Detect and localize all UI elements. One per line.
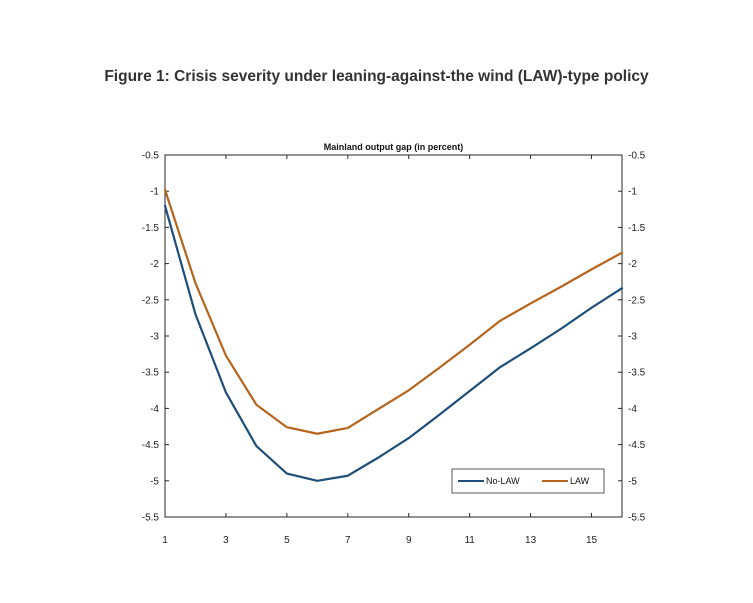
x-tick-label: 5 <box>284 535 290 546</box>
y-tick-label-left: -5 <box>150 476 159 487</box>
y-tick-label-left: -2 <box>150 259 159 270</box>
legend-label-law: LAW <box>570 476 590 486</box>
x-tick-label: 1 <box>162 535 168 546</box>
series-layer <box>163 188 624 482</box>
plot-area <box>164 154 623 518</box>
y-tick-label-left: -5.5 <box>142 513 160 524</box>
y-tick-label-right: -2.5 <box>628 295 646 306</box>
y-tick-label-left: -1.5 <box>142 223 160 234</box>
series-line-no-law <box>163 204 624 482</box>
series-line-law <box>163 188 624 435</box>
y-tick-label-right: -3.5 <box>628 368 646 379</box>
y-tick-label-right: -2 <box>628 259 637 270</box>
legend: No-LAW LAW <box>451 468 605 494</box>
figure-title: Figure 1: Crisis severity under leaning-… <box>104 68 649 85</box>
x-tick-label: 13 <box>525 535 537 546</box>
y-tick-label-right: -5.5 <box>628 513 646 524</box>
y-tick-label-left: -3.5 <box>142 368 160 379</box>
y-tick-label-left: -1 <box>150 187 159 198</box>
y-tick-label-right: -4 <box>628 404 637 415</box>
y-tick-label-left: -2.5 <box>142 295 160 306</box>
x-tick-label: 3 <box>223 535 229 546</box>
y-tick-label-left: -0.5 <box>142 151 160 162</box>
x-tick-label: 9 <box>406 535 412 546</box>
y-tick-label-left: -4 <box>150 404 159 415</box>
legend-label-no-law: No-LAW <box>486 476 520 486</box>
x-tick-label: 15 <box>586 535 598 546</box>
y-tick-label-right: -3 <box>628 332 637 343</box>
y-tick-label-right: -1.5 <box>628 223 646 234</box>
x-tick-label: 7 <box>345 535 351 546</box>
y-tick-label-right: -5 <box>628 476 637 487</box>
axis-ticks: -0.5 -0.5 -1 -1 -1.5 -1.5 -2 -2 -2.5 -2.5 -3 -3 -3.5… <box>142 151 646 547</box>
chart-title: Mainland output gap (in percent) <box>324 142 464 152</box>
y-tick-label-right: -1 <box>628 187 637 198</box>
y-tick-label-right: -0.5 <box>628 151 646 162</box>
y-tick-label-right: -4.5 <box>628 440 646 451</box>
y-tick-label-left: -4.5 <box>142 440 160 451</box>
y-tick-label-left: -3 <box>150 332 159 343</box>
x-tick-label: 11 <box>464 535 475 546</box>
